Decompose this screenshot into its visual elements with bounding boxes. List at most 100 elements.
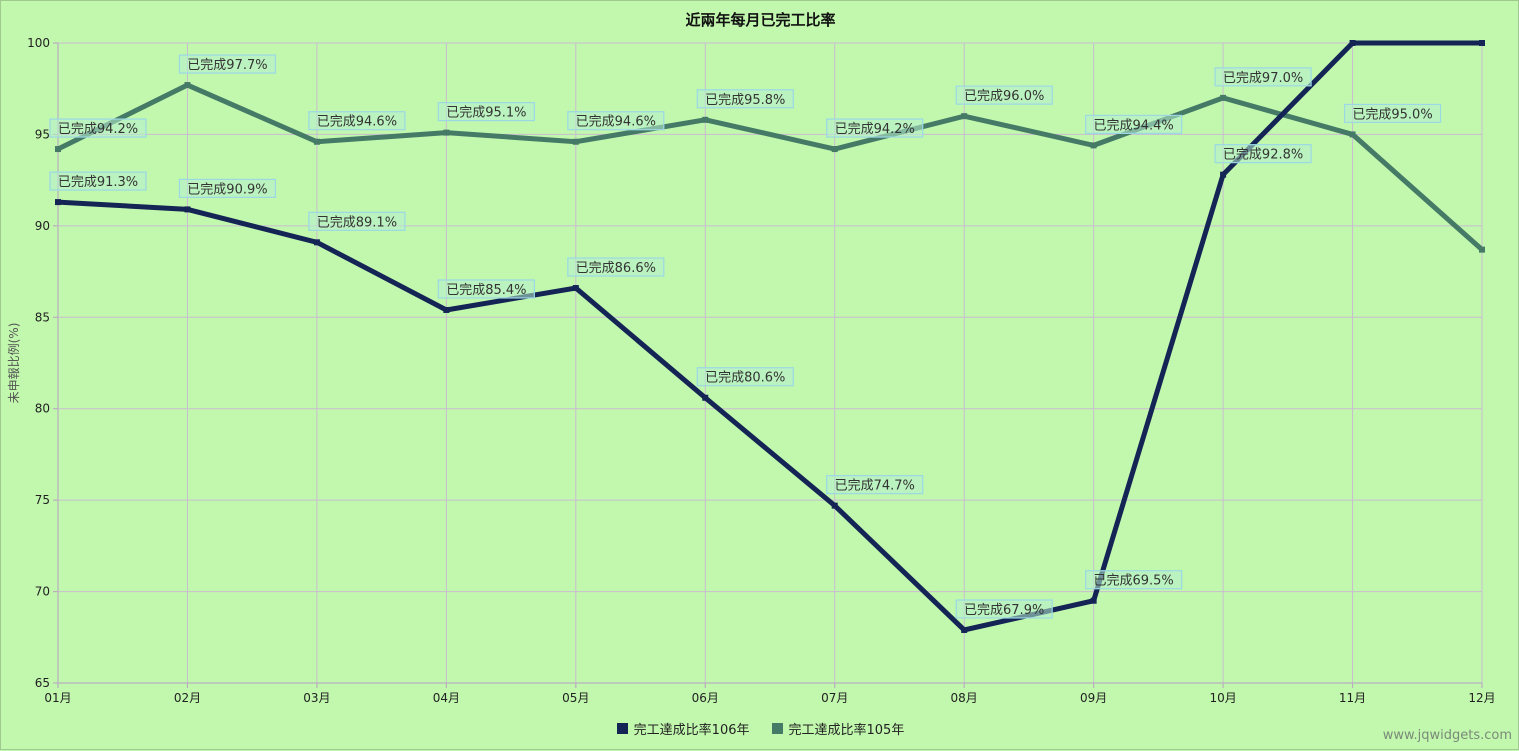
y-tick-label: 90 bbox=[35, 219, 50, 233]
data-label: 已完成95.8% bbox=[705, 93, 785, 108]
data-point bbox=[831, 146, 838, 153]
data-label-box bbox=[696, 367, 794, 387]
data-label: 已完成80.6% bbox=[705, 371, 785, 386]
data-point bbox=[184, 82, 191, 89]
legend-item-105[interactable]: 完工達成比率105年 bbox=[771, 719, 905, 738]
data-label-box bbox=[955, 599, 1053, 619]
data-label-box bbox=[308, 111, 406, 131]
y-tick-label: 70 bbox=[35, 585, 50, 599]
legend-item-106[interactable]: 完工達成比率106年 bbox=[616, 719, 750, 738]
data-label-box bbox=[696, 89, 794, 109]
y-tick-label: 100 bbox=[27, 36, 50, 50]
data-label: 已完成95.0% bbox=[1352, 107, 1432, 122]
data-label: 已完成94.4% bbox=[1093, 118, 1173, 133]
legend-label-105: 完工達成比率105年 bbox=[788, 723, 905, 738]
data-label: 已完成74.7% bbox=[835, 479, 915, 494]
data-label-box bbox=[1214, 144, 1312, 164]
data-label: 已完成91.3% bbox=[58, 175, 138, 190]
data-label: 已完成96.0% bbox=[964, 89, 1044, 104]
data-label: 已完成95.1% bbox=[446, 106, 526, 121]
x-tick-label: 02月 bbox=[174, 691, 201, 705]
data-label: 已完成94.6% bbox=[576, 115, 656, 130]
data-point bbox=[572, 138, 579, 145]
y-tick-label: 85 bbox=[35, 310, 50, 324]
data-point bbox=[1220, 94, 1227, 101]
data-point bbox=[313, 138, 320, 145]
legend-swatch-106 bbox=[616, 723, 628, 734]
watermark-link[interactable]: www.jqwidgets.com bbox=[1382, 728, 1512, 743]
data-label: 已完成94.6% bbox=[317, 115, 397, 130]
x-tick-label: 10月 bbox=[1209, 691, 1236, 705]
data-label: 已完成97.0% bbox=[1223, 71, 1303, 86]
data-label-box bbox=[567, 257, 665, 277]
data-label: 已完成94.2% bbox=[835, 122, 915, 137]
data-point bbox=[443, 129, 450, 136]
data-label: 已完成92.8% bbox=[1223, 148, 1303, 163]
data-point bbox=[961, 113, 968, 120]
x-tick-label: 08月 bbox=[951, 691, 978, 705]
data-label-box bbox=[567, 111, 665, 131]
data-label: 已完成67.9% bbox=[964, 603, 1044, 618]
data-label-box bbox=[1085, 114, 1183, 135]
data-point bbox=[55, 199, 61, 206]
data-label: 已完成97.7% bbox=[187, 58, 267, 73]
data-label-box bbox=[826, 475, 924, 495]
x-tick-label: 05月 bbox=[562, 691, 589, 705]
data-label-box bbox=[178, 54, 277, 74]
data-point bbox=[1349, 40, 1356, 46]
y-tick-label: 80 bbox=[35, 402, 50, 416]
legend: 完工達成比率106年 完工達成比率105年 bbox=[1, 719, 1519, 738]
data-point bbox=[55, 146, 61, 153]
data-label: 已完成69.5% bbox=[1093, 574, 1173, 589]
data-point bbox=[702, 394, 709, 401]
data-point bbox=[831, 502, 838, 509]
series-line-1 bbox=[58, 82, 1482, 252]
data-label-box bbox=[1085, 570, 1183, 590]
data-label-box bbox=[1343, 103, 1442, 124]
data-point bbox=[961, 626, 968, 633]
x-tick-label: 06月 bbox=[692, 691, 719, 705]
data-label-box bbox=[1214, 67, 1312, 87]
data-label-box bbox=[437, 101, 535, 122]
data-label-box bbox=[49, 171, 147, 191]
legend-swatch-105 bbox=[771, 723, 783, 734]
x-tick-label: 01月 bbox=[44, 691, 71, 705]
chart-title: 近兩年每月已完工比率 bbox=[685, 11, 836, 29]
data-point bbox=[443, 306, 450, 313]
x-tick-label: 11月 bbox=[1339, 691, 1366, 705]
y-tick-label: 65 bbox=[35, 676, 50, 690]
data-label: 已完成89.1% bbox=[317, 215, 397, 230]
data-label: 已完成90.9% bbox=[187, 182, 267, 197]
data-point bbox=[1090, 142, 1097, 149]
data-label-box bbox=[826, 118, 924, 138]
data-point bbox=[1479, 246, 1485, 253]
y-tick-label: 95 bbox=[35, 127, 50, 141]
data-point bbox=[1090, 597, 1097, 604]
data-label-box bbox=[49, 118, 147, 138]
data-label: 已完成86.6% bbox=[576, 261, 656, 276]
data-label-box bbox=[178, 178, 277, 198]
data-point bbox=[1349, 131, 1356, 138]
data-point bbox=[1479, 40, 1485, 46]
x-tick-label: 12月 bbox=[1468, 691, 1495, 705]
legend-label-106: 完工達成比率106年 bbox=[633, 723, 750, 738]
data-point bbox=[702, 116, 709, 123]
data-label-box bbox=[308, 211, 406, 231]
x-tick-label: 03月 bbox=[303, 691, 330, 705]
data-point bbox=[572, 285, 579, 292]
x-tick-label: 07月 bbox=[821, 691, 848, 705]
y-tick-label: 75 bbox=[35, 493, 50, 507]
x-tick-label: 04月 bbox=[433, 691, 460, 705]
y-axis-label: 未申報比例(%) bbox=[7, 323, 21, 404]
data-point bbox=[1220, 171, 1227, 178]
data-label-box bbox=[955, 85, 1053, 105]
data-point bbox=[184, 206, 191, 213]
x-tick-label: 09月 bbox=[1080, 691, 1107, 705]
data-label: 已完成85.4% bbox=[446, 283, 526, 298]
data-label: 已完成94.2% bbox=[58, 122, 138, 137]
series-line-0 bbox=[58, 40, 1482, 633]
data-point bbox=[313, 239, 320, 246]
data-label-box bbox=[437, 279, 535, 299]
